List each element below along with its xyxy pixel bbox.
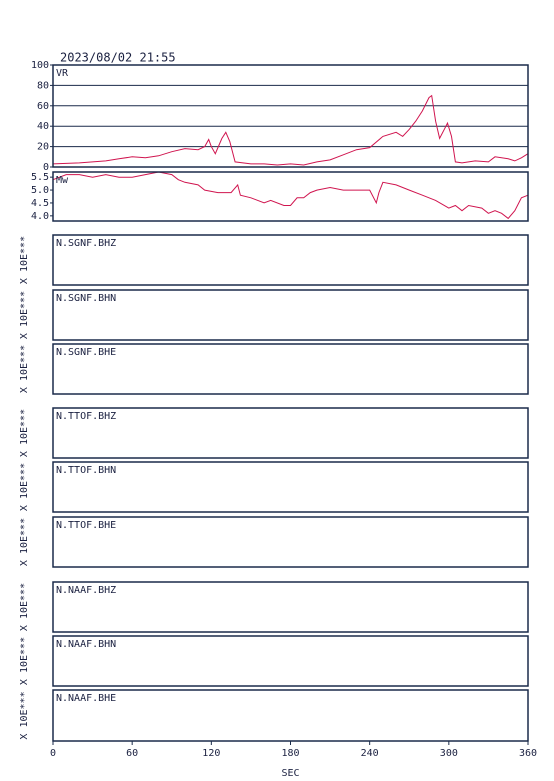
scale-label: X 10E*** xyxy=(19,409,30,457)
trace-frame xyxy=(52,635,529,687)
x-tick-label: 0 xyxy=(50,748,56,759)
y-tick-label: 4.5 xyxy=(31,198,49,209)
trace-label: N.SGNF.BHE xyxy=(56,347,116,358)
trace-frame xyxy=(52,516,529,568)
timestamp: 2023/08/02 21:55 xyxy=(60,51,176,65)
y-tick-label: 40 xyxy=(37,121,49,132)
scale-label: X 10E*** xyxy=(19,236,30,284)
x-tick-label: 180 xyxy=(281,748,299,759)
y-tick-label: 100 xyxy=(31,60,49,71)
trace-frame xyxy=(52,289,529,341)
x-tick-label: 300 xyxy=(440,748,458,759)
y-tick-label: 4.0 xyxy=(31,211,49,222)
x-axis-label: SEC xyxy=(281,768,299,779)
trace-label: N.SGNF.BHN xyxy=(56,293,116,304)
trace-label: N.NAAF.BHN xyxy=(56,639,116,650)
panel-label: Mw xyxy=(56,175,69,186)
panel-label: VR xyxy=(56,68,69,79)
trace-label: N.NAAF.BHE xyxy=(56,693,116,704)
series-line xyxy=(52,171,529,220)
scale-label: X 10E*** xyxy=(19,583,30,631)
y-tick-label: 0 xyxy=(43,162,49,173)
y-tick-label: 5.0 xyxy=(31,185,49,196)
trace-label: N.NAAF.BHZ xyxy=(56,585,116,596)
trace-label: N.SGNF.BHZ xyxy=(56,238,116,249)
panel-frame xyxy=(52,171,529,222)
panel-frame xyxy=(52,64,529,168)
trace-frame xyxy=(52,407,529,459)
x-tick-label: 240 xyxy=(361,748,379,759)
x-tick-label: 120 xyxy=(202,748,220,759)
y-tick-label: 80 xyxy=(37,80,49,91)
scale-label: X 10E*** xyxy=(19,518,30,566)
y-tick-label: 60 xyxy=(37,101,49,112)
trace-frame xyxy=(52,581,529,633)
x-tick-label: 60 xyxy=(126,748,138,759)
scale-label: X 10E*** xyxy=(19,691,30,739)
scale-label: X 10E*** xyxy=(19,637,30,685)
trace-label: N.TTOF.BHN xyxy=(56,465,116,476)
scale-label: X 10E*** xyxy=(19,463,30,511)
x-tick-label: 360 xyxy=(519,748,537,759)
series-line xyxy=(52,94,529,166)
trace-label: N.TTOF.BHE xyxy=(56,520,116,531)
trace-frame xyxy=(52,234,529,286)
y-tick-label: 20 xyxy=(37,142,49,153)
trace-label: N.TTOF.BHZ xyxy=(56,411,116,422)
trace-frame xyxy=(52,461,529,513)
trace-frame xyxy=(52,689,529,742)
trace-frame xyxy=(52,343,529,395)
y-tick-label: 5.5 xyxy=(31,172,49,183)
scale-label: X 10E*** xyxy=(19,345,30,393)
scale-label: X 10E*** xyxy=(19,291,30,339)
